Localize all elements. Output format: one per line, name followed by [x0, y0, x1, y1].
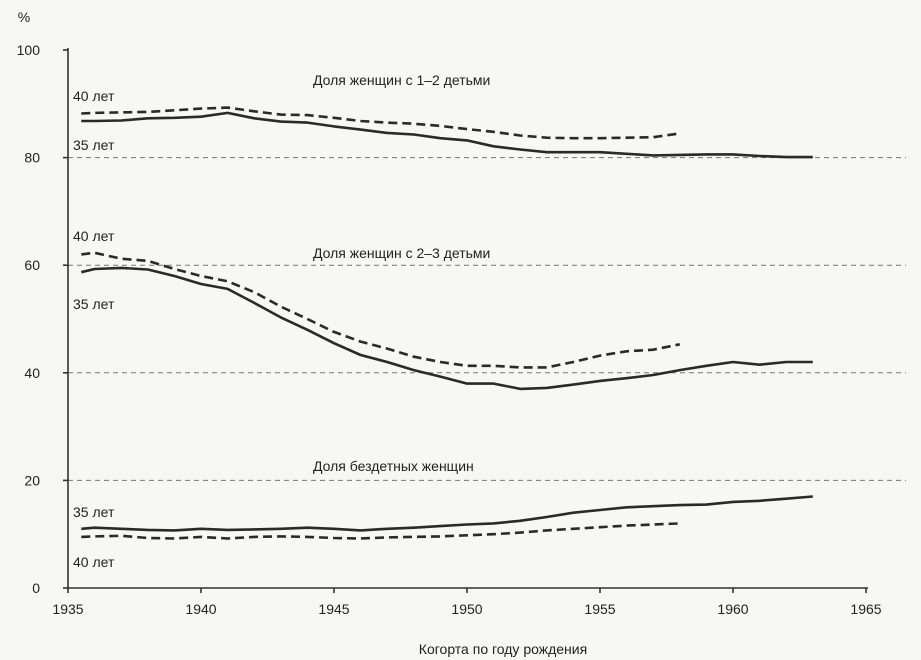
series-label: 35 лет	[73, 137, 115, 153]
x-tick-label: 1955	[584, 601, 615, 617]
series-line-group1-40	[81, 251, 681, 369]
series-line-group0-40	[81, 106, 680, 140]
y-tick-label: 60	[24, 257, 40, 273]
x-tick-label: 1950	[451, 601, 482, 617]
y-tick-label: 40	[24, 365, 40, 381]
x-tick-label: 1945	[318, 601, 349, 617]
series-line-group0-35	[81, 111, 813, 159]
series-label: 40 лет	[73, 228, 115, 244]
x-tick-label: 1935	[52, 601, 83, 617]
series-label: 35 лет	[73, 504, 115, 520]
group-title: Доля женщин с 2–3 детьми	[313, 245, 490, 261]
gridlines	[68, 157, 906, 481]
series-line-group2-40	[81, 522, 680, 540]
series-label: 35 лет	[73, 296, 115, 312]
series-label: 40 лет	[73, 88, 115, 104]
group-title: Доля женщин с 1–2 детьми	[313, 72, 490, 88]
x-axis-label: Когорта по году рождения	[419, 641, 587, 657]
axes: 0 20 40 60 80 100% 1935 1940 1945 1950 1955 1960 196…	[17, 9, 882, 657]
series-lines	[80, 106, 813, 540]
y-tick-label: 0	[32, 580, 40, 596]
y-axis-label: %	[18, 9, 30, 25]
x-tick-label: 1960	[717, 601, 748, 617]
series-label: 40 лет	[73, 554, 115, 570]
group-title: Доля бездетных женщин	[313, 458, 474, 474]
y-tick-label: 80	[24, 150, 40, 166]
y-tick-label: 100	[17, 42, 41, 58]
series-line-group1-35	[80, 266, 813, 391]
x-tick-label: 1965	[850, 601, 881, 617]
y-tick-label: 20	[24, 472, 40, 488]
x-tick-label: 1940	[185, 601, 216, 617]
labels: Доля женщин с 1–2 детьми 35 лет 40 лет Доля…	[73, 72, 490, 570]
series-line-group2-35	[81, 495, 813, 532]
